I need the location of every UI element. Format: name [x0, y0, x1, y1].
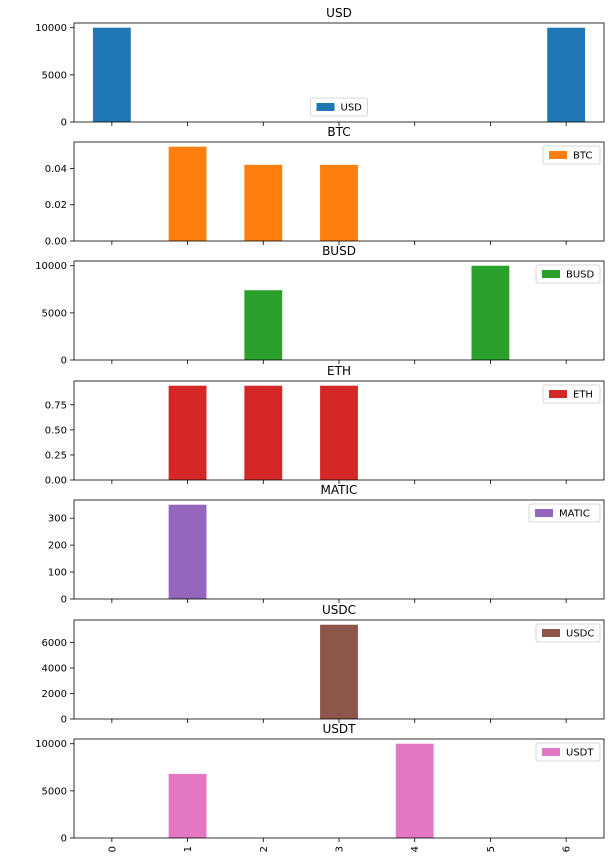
legend: USD: [310, 97, 368, 117]
y-tick-label: 5000: [42, 786, 67, 797]
y-tick-label: 0.02: [45, 200, 67, 211]
panel-title: USD: [326, 6, 352, 20]
y-tick-label: 0.75: [45, 400, 67, 411]
y-tick-label: 0.00: [45, 237, 67, 248]
legend-label: USDT: [566, 748, 594, 759]
legend-box: [528, 503, 601, 523]
panel-matic: MATIC 0 100 200 300 MATIC: [48, 483, 605, 606]
bar-btc-1: [168, 146, 207, 241]
bar-eth-2: [244, 385, 283, 480]
legend: ETH: [542, 384, 601, 404]
axes-frame: [73, 260, 605, 361]
y-tick-label: 10000: [35, 739, 67, 750]
y-tick-label: 5000: [42, 308, 67, 319]
x-tick-label: 6: [562, 846, 573, 852]
axes-frame: [73, 738, 605, 839]
legend-swatch: [542, 629, 560, 637]
x-tick-label: 1: [183, 846, 194, 852]
bar-usd-0: [92, 27, 131, 122]
bar-usdt-4: [395, 743, 434, 838]
legend-label: BUSD: [566, 270, 595, 281]
x-tick-label: 2: [259, 846, 270, 852]
panel-eth: ETH 0.00 0.25 0.50 0.75 ETH: [45, 364, 605, 487]
y-tick-label: 0: [61, 118, 67, 129]
legend: USDT: [535, 742, 601, 762]
bar-btc-3: [320, 164, 358, 241]
legend-label: USD: [341, 103, 363, 114]
legend-box: [535, 742, 601, 762]
panel-busd: BUSD 0 5000 10000 BUSD: [35, 244, 605, 367]
legend-swatch: [535, 509, 553, 517]
panel-title: USDT: [323, 722, 357, 736]
panel-title: BTC: [327, 125, 350, 139]
legend-label: ETH: [573, 390, 593, 401]
legend-box: [542, 145, 601, 165]
legend-label: USDC: [566, 629, 594, 640]
legend-box: [542, 384, 601, 404]
panel-title: BUSD: [322, 244, 356, 258]
legend-box: [535, 264, 601, 284]
x-tick-label: 5: [486, 846, 497, 852]
y-tick-label: 100: [48, 568, 67, 579]
legend: MATIC: [528, 503, 601, 523]
bar-eth-3: [320, 385, 358, 480]
bar-eth-1: [168, 385, 207, 480]
legend-swatch: [316, 103, 335, 111]
y-tick-label: 0.04: [45, 164, 67, 175]
y-tick-label: 10000: [35, 261, 67, 272]
y-tick-label: 6000: [42, 638, 67, 649]
legend-label: MATIC: [559, 509, 590, 520]
legend: BTC: [542, 145, 601, 165]
bar-usd-6: [547, 27, 586, 122]
y-tick-label: 4000: [42, 664, 67, 675]
y-tick-label: 300: [48, 514, 67, 525]
y-tick-label: 0: [61, 595, 67, 606]
x-tick-label: 3: [335, 846, 346, 852]
bar-usdt-1: [168, 773, 207, 838]
panel-usdc: USDC 0 2000 4000 6000 USDC: [42, 603, 605, 726]
legend-label: BTC: [573, 151, 592, 162]
bar-usdc-3: [320, 624, 358, 719]
legend: BUSD: [535, 264, 601, 284]
x-tick-label: 0: [107, 846, 118, 852]
bar-matic-1: [168, 504, 207, 599]
y-tick-label: 0.00: [45, 476, 67, 487]
panel-title: USDC: [322, 603, 356, 617]
x-tick-label: 4: [410, 846, 421, 852]
y-tick-label: 200: [48, 541, 67, 552]
legend-swatch: [542, 748, 560, 756]
y-tick-label: 0: [61, 834, 67, 845]
legend-swatch: [542, 270, 560, 278]
panel-title: MATIC: [321, 483, 358, 497]
y-tick-label: 0: [61, 356, 67, 367]
axes-frame: [73, 499, 605, 600]
y-tick-label: 0: [61, 715, 67, 726]
panel-usd: USD 0 5000 10000 USD: [35, 6, 605, 129]
y-tick-label: 0.50: [45, 425, 67, 436]
legend-swatch: [549, 390, 567, 398]
bar-btc-2: [244, 164, 283, 241]
y-tick-label: 10000: [35, 23, 67, 34]
y-tick-label: 0.25: [45, 450, 67, 461]
y-tick-label: 2000: [42, 689, 67, 700]
legend: USDC: [535, 623, 601, 643]
legend-box: [535, 623, 601, 643]
bar-busd-2: [244, 290, 283, 360]
panel-btc: BTC 0.00 0.02 0.04 BTC: [45, 125, 605, 248]
legend-swatch: [549, 151, 567, 159]
panel-usdt: USDT 0 5000 10000 0 1 2 3 4 5 6 USDT: [35, 722, 605, 852]
legend-box: [310, 97, 368, 117]
panel-title: ETH: [327, 364, 351, 378]
y-tick-label: 5000: [42, 70, 67, 81]
bar-busd-5: [471, 265, 510, 360]
